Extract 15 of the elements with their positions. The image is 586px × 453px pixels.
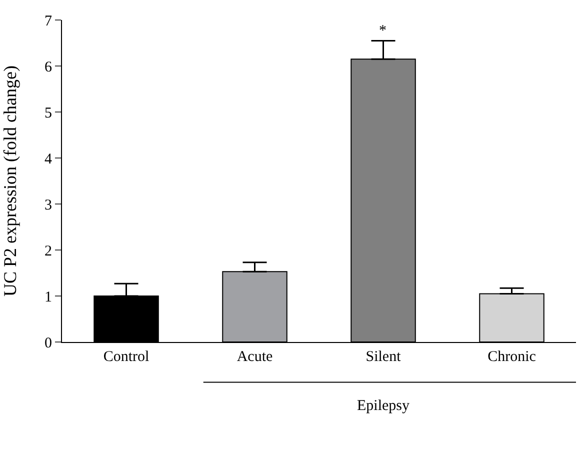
y-tick-label: 0 [44, 335, 52, 352]
x-tick-label: Acute [236, 349, 273, 365]
annotation: * [379, 23, 386, 39]
text: Epilepsy [357, 398, 410, 414]
y-tick-label: 1 [44, 289, 52, 306]
y-tick-label: 4 [44, 151, 52, 168]
y-axis-title: UC P2 expression (fold change) [0, 66, 20, 296]
y-tick-label: 3 [44, 197, 52, 214]
y-tick-label: 5 [44, 105, 52, 122]
y-tick-label: 6 [44, 59, 52, 76]
x-tick-label: Chronic [488, 349, 536, 365]
y-tick-label: 7 [44, 13, 52, 30]
x-tick-label: Silent [366, 349, 402, 365]
y-tick-label: 2 [44, 243, 52, 260]
x-tick-label: Control [103, 349, 150, 365]
